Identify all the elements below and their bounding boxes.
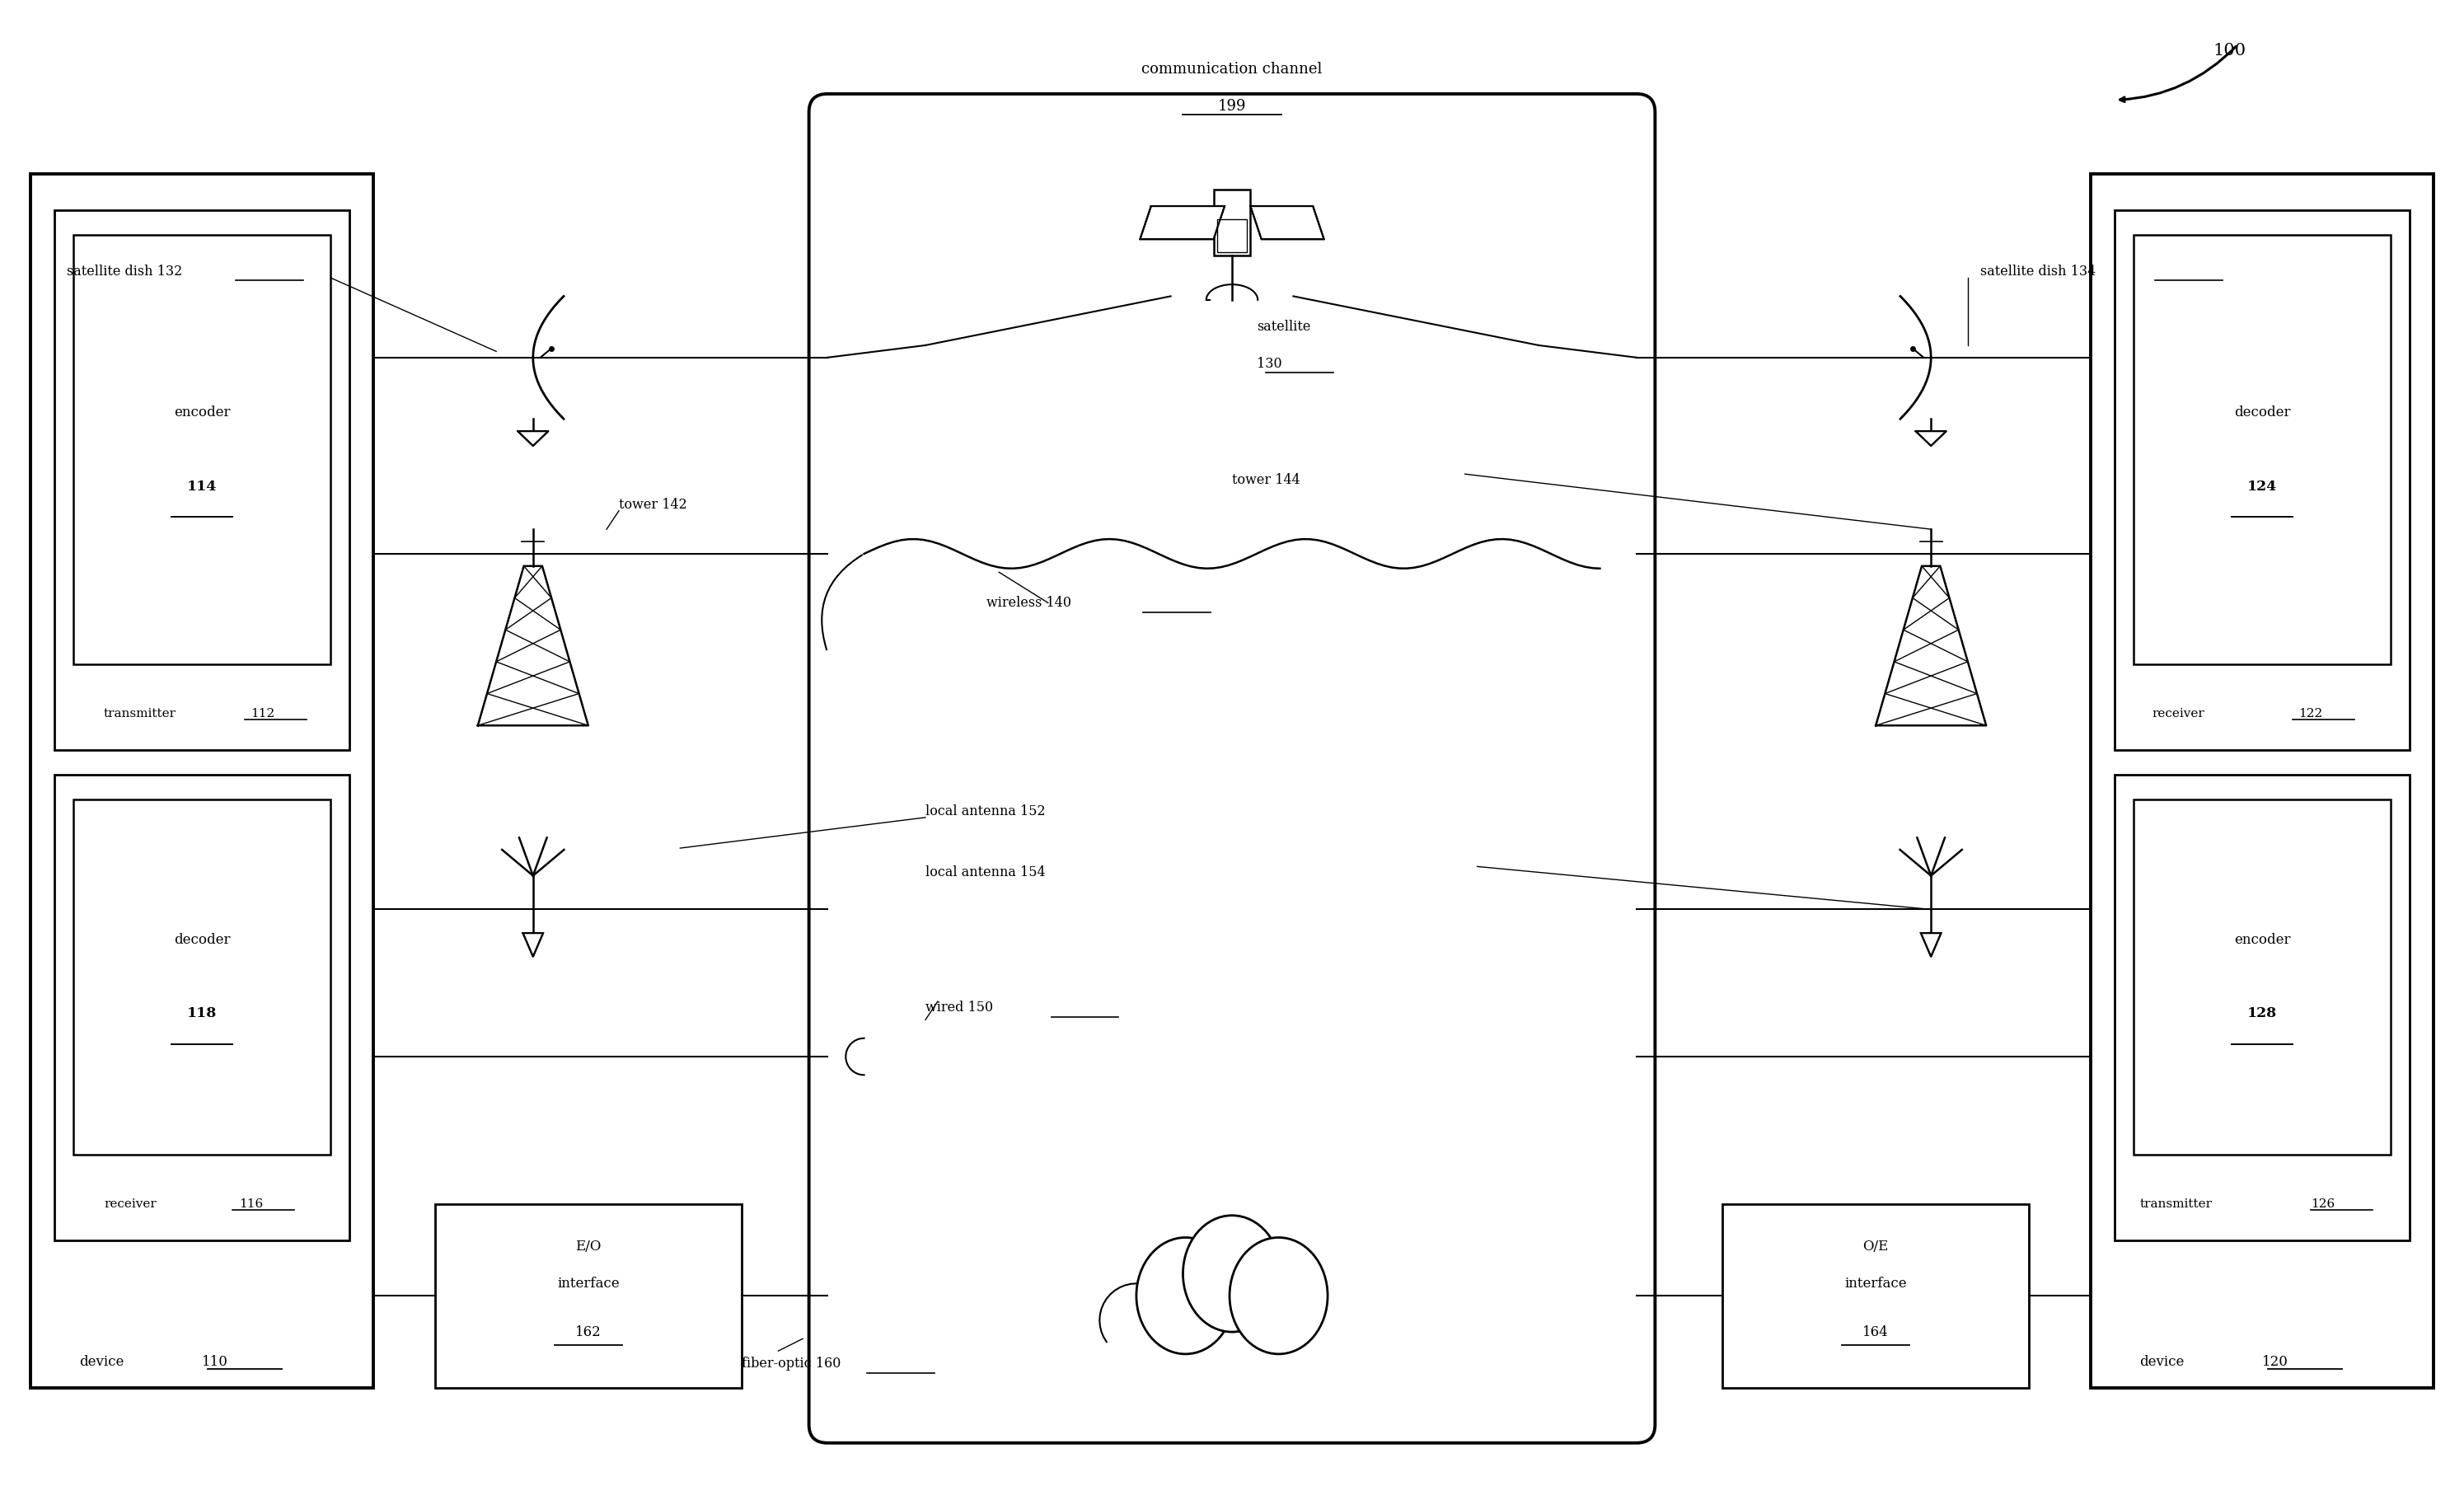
Text: device: device [79, 1356, 123, 1370]
Text: 120: 120 [2262, 1356, 2289, 1370]
Text: O/E: O/E [1863, 1239, 1890, 1254]
Polygon shape [517, 430, 549, 445]
Text: tower 142: tower 142 [618, 498, 687, 512]
Text: wired 150: wired 150 [926, 1000, 993, 1014]
Text: receiver: receiver [2151, 708, 2205, 720]
Text: 100: 100 [2213, 44, 2247, 58]
Polygon shape [1141, 206, 1225, 238]
Bar [74, 236, 330, 664]
FancyBboxPatch shape [808, 94, 1656, 1443]
Text: encoder: encoder [2235, 933, 2292, 946]
Bar [1722, 1204, 2028, 1388]
Text: transmitter: transmitter [2139, 1198, 2213, 1210]
Text: interface: interface [1846, 1276, 1907, 1290]
Bar [2089, 174, 2434, 1388]
Bar [1217, 219, 1247, 252]
Text: satellite dish 134: satellite dish 134 [1981, 264, 2094, 279]
Text: wireless 140: wireless 140 [986, 596, 1072, 610]
Text: E/O: E/O [574, 1239, 601, 1254]
Text: local antenna 154: local antenna 154 [926, 865, 1045, 879]
Text: fiber-optic 160: fiber-optic 160 [742, 1356, 840, 1370]
Text: satellite dish 132: satellite dish 132 [67, 264, 182, 279]
Bar [54, 210, 350, 750]
Text: 114: 114 [187, 480, 217, 493]
Text: 124: 124 [2247, 480, 2277, 493]
Bar [2114, 210, 2410, 750]
Text: satellite: satellite [1257, 319, 1311, 334]
Text: local antenna 152: local antenna 152 [926, 804, 1045, 819]
Polygon shape [1915, 430, 1947, 445]
Text: tower 144: tower 144 [1232, 472, 1301, 488]
Polygon shape [522, 933, 542, 957]
Bar [2134, 236, 2390, 664]
Ellipse shape [1183, 1215, 1281, 1332]
Text: 110: 110 [202, 1356, 229, 1370]
Bar [436, 1204, 742, 1388]
Text: 199: 199 [1217, 99, 1247, 114]
Text: 130: 130 [1257, 357, 1281, 370]
Text: 112: 112 [251, 708, 276, 720]
Text: interface: interface [557, 1276, 618, 1290]
Text: device: device [2139, 1356, 2183, 1370]
Bar [74, 800, 330, 1155]
Bar [2134, 800, 2390, 1155]
Text: 122: 122 [2299, 708, 2324, 720]
Text: communication channel: communication channel [1141, 62, 1323, 76]
Polygon shape [1249, 206, 1323, 238]
Text: 128: 128 [2247, 1006, 2277, 1020]
Text: 162: 162 [574, 1326, 601, 1340]
Bar [1215, 189, 1249, 256]
Ellipse shape [1230, 1238, 1328, 1354]
Text: transmitter: transmitter [103, 708, 177, 720]
Polygon shape [1922, 933, 1942, 957]
Bar [30, 174, 375, 1388]
Bar [2114, 774, 2410, 1240]
Text: receiver: receiver [103, 1198, 155, 1210]
Text: decoder: decoder [172, 933, 229, 946]
Text: 116: 116 [239, 1198, 264, 1210]
Text: 118: 118 [187, 1006, 217, 1020]
Text: 164: 164 [1863, 1326, 1890, 1340]
Bar [54, 774, 350, 1240]
Text: decoder: decoder [2235, 405, 2292, 420]
Text: encoder: encoder [172, 405, 229, 420]
Text: 126: 126 [2311, 1198, 2336, 1210]
Ellipse shape [1136, 1238, 1234, 1354]
